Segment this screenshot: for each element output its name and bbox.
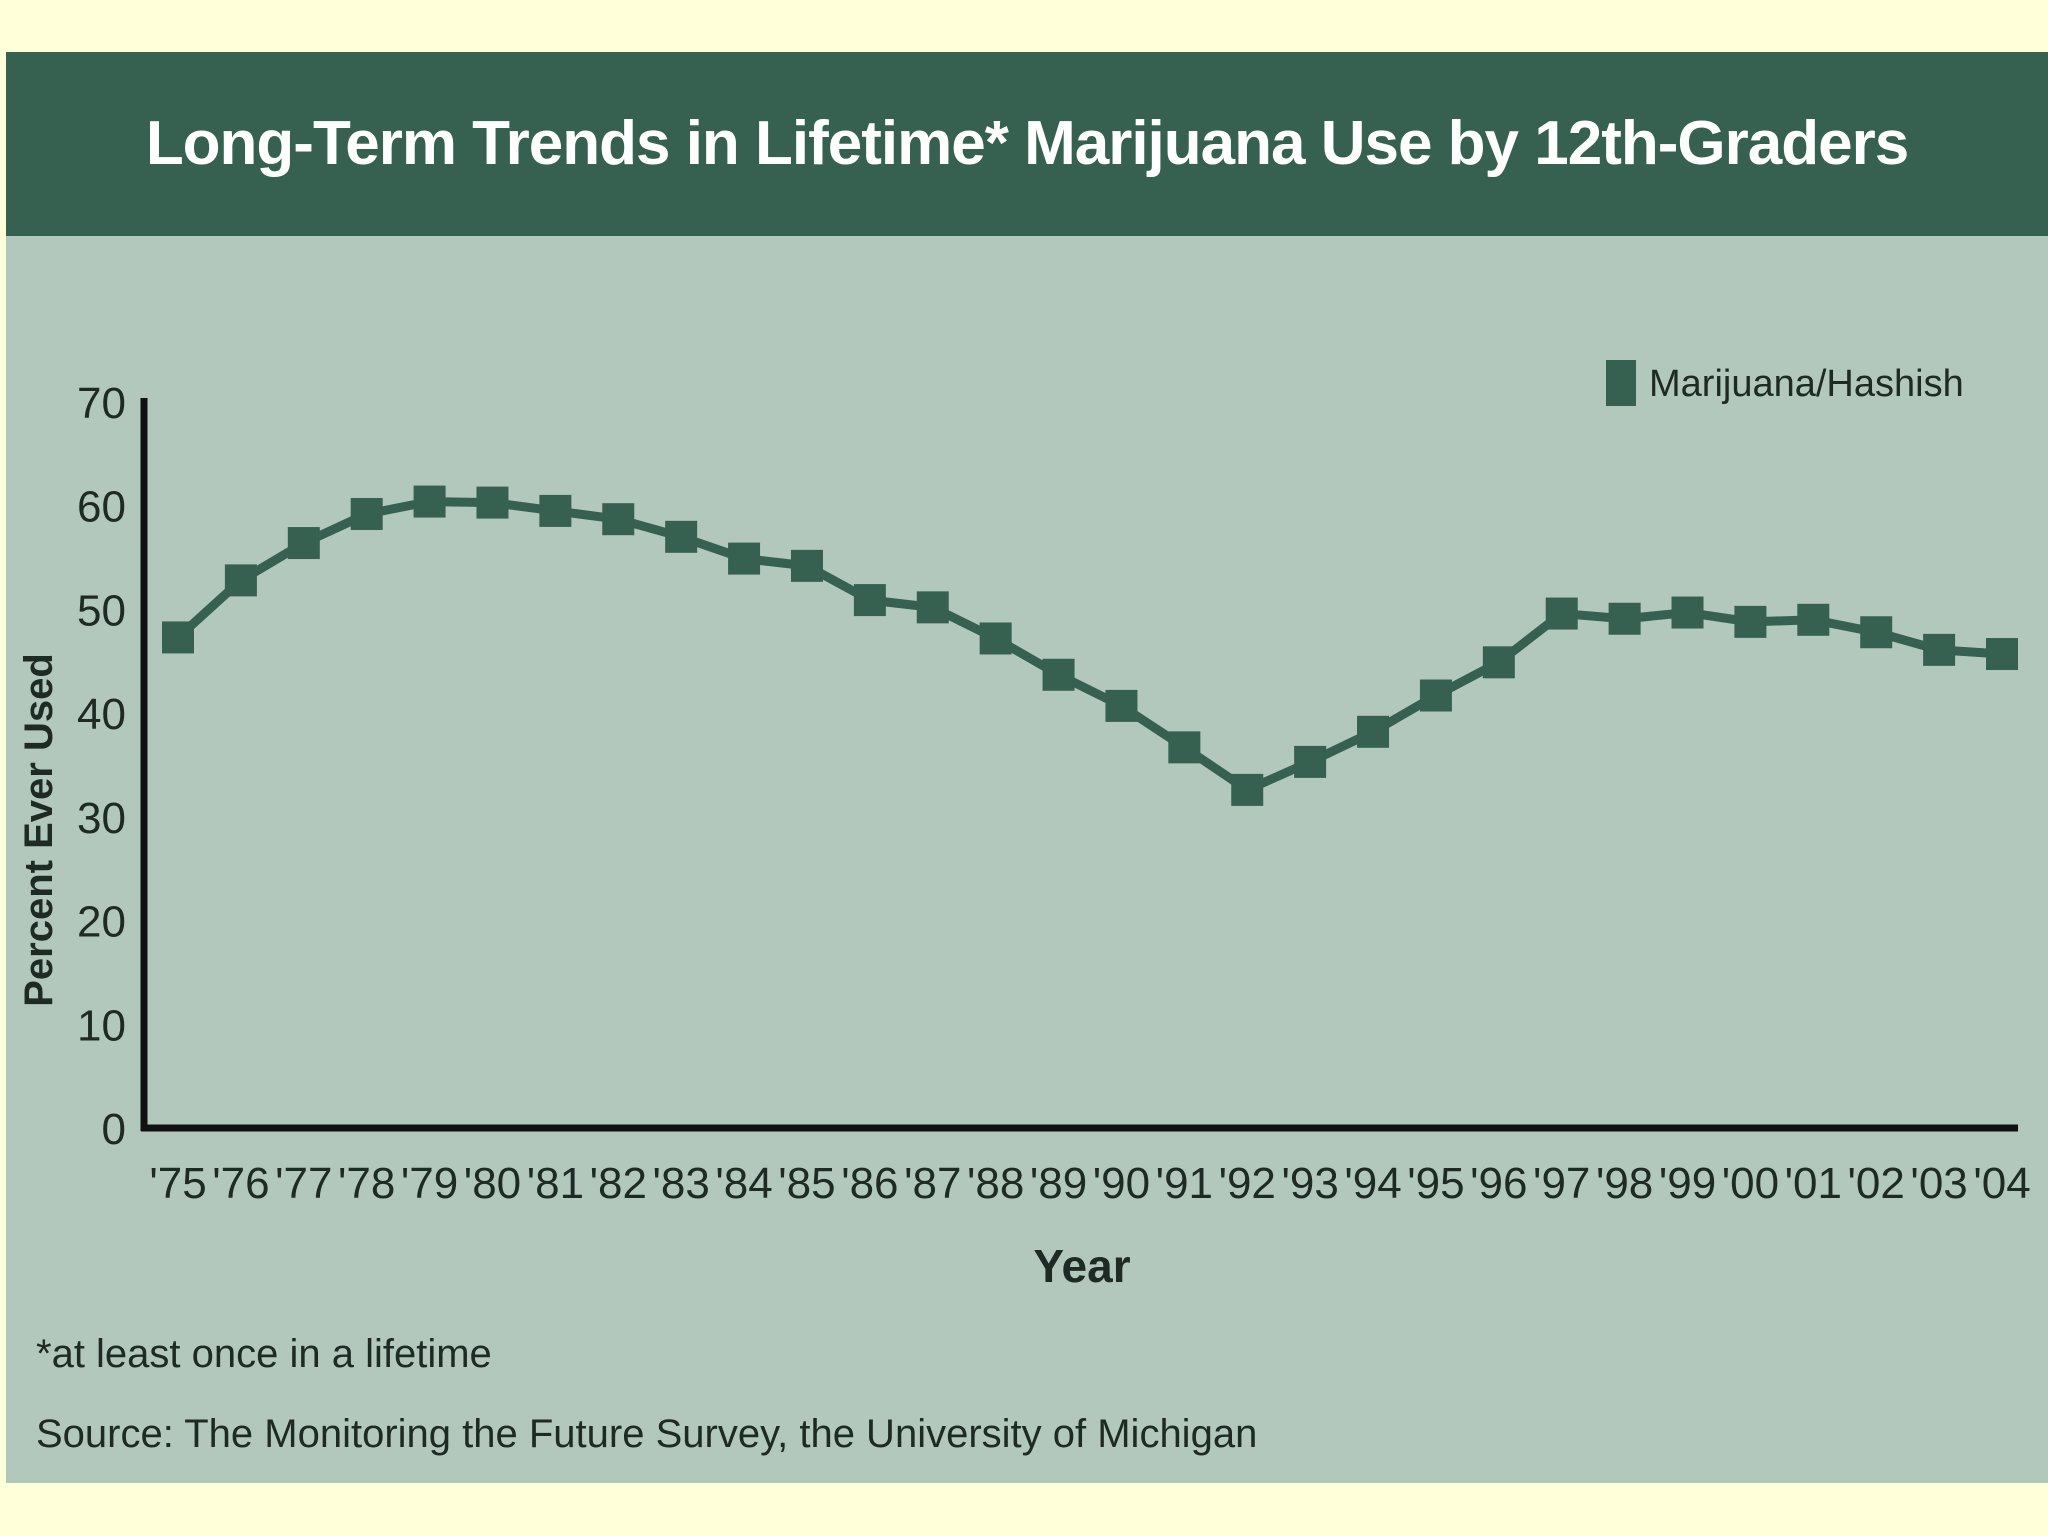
data-point-marker xyxy=(1860,616,1893,649)
x-tick-label: '92 xyxy=(1219,1159,1276,1208)
x-axis-title: Year xyxy=(1033,1240,1130,1292)
chart-figure: Long-Term Trends in Lifetime* Marijuana … xyxy=(6,52,2048,1483)
data-point-marker xyxy=(1482,646,1515,679)
data-point-marker xyxy=(413,485,446,518)
x-tick-label: '86 xyxy=(841,1159,898,1208)
data-point-marker xyxy=(1986,638,2018,671)
y-tick-label: 70 xyxy=(77,379,126,428)
y-tick-label: 50 xyxy=(77,586,126,635)
data-point-marker xyxy=(539,494,572,527)
data-point-marker xyxy=(1545,597,1578,630)
y-tick-label: 10 xyxy=(77,1001,126,1050)
data-point-marker xyxy=(1734,605,1767,638)
title-bar: Long-Term Trends in Lifetime* Marijuana … xyxy=(6,52,2048,236)
x-tick-label: '77 xyxy=(275,1159,332,1208)
x-tick-label: '79 xyxy=(401,1159,458,1208)
data-point-marker xyxy=(979,622,1012,655)
x-tick-label: '90 xyxy=(1093,1159,1150,1208)
y-tick-label: 0 xyxy=(102,1105,126,1154)
legend-swatch xyxy=(1606,360,1636,406)
data-point-marker xyxy=(665,520,698,553)
data-point-marker xyxy=(728,542,761,575)
y-axis-ticks: 0 10 20 30 40 50 60 70 xyxy=(77,379,126,1154)
data-point-marker xyxy=(476,486,509,519)
x-tick-label: '88 xyxy=(967,1159,1024,1208)
x-tick-label: '89 xyxy=(1030,1159,1087,1208)
x-tick-label: '00 xyxy=(1722,1159,1779,1208)
x-tick-label: '95 xyxy=(1407,1159,1464,1208)
x-tick-label: '82 xyxy=(590,1159,647,1208)
x-tick-label: '81 xyxy=(527,1159,584,1208)
data-point-marker xyxy=(1105,689,1138,722)
x-axis-ticks: '75'76'77'78'79'80'81'82'83'84'85'86'87 '… xyxy=(149,1159,2030,1208)
legend: Marijuana/Hashish xyxy=(1606,360,1964,406)
data-point-marker xyxy=(350,498,383,531)
data-point-marker xyxy=(1797,603,1830,636)
data-point-marker xyxy=(162,621,194,654)
x-tick-label: '03 xyxy=(1910,1159,1967,1208)
legend-label-marijuana-hashish: Marijuana/Hashish xyxy=(1649,363,1964,405)
series-line xyxy=(174,497,2003,795)
data-point-marker xyxy=(853,584,886,617)
data-point-marker xyxy=(1168,731,1201,764)
x-tick-label: '87 xyxy=(904,1159,961,1208)
x-tick-label: '93 xyxy=(1281,1159,1338,1208)
chart-title: Long-Term Trends in Lifetime* Marijuana … xyxy=(145,109,1909,178)
y-tick-label: 60 xyxy=(77,483,126,532)
x-tick-label: '98 xyxy=(1596,1159,1653,1208)
x-tick-label: '78 xyxy=(338,1159,395,1208)
line-chart: 0 10 20 30 40 50 60 70 '75'76'77'78'79'80'81'82… xyxy=(17,360,2031,1292)
y-tick-label: 20 xyxy=(77,898,126,947)
x-tick-label: '76 xyxy=(212,1159,269,1208)
data-point-marker xyxy=(1231,773,1264,806)
x-tick-label: '99 xyxy=(1659,1159,1716,1208)
y-axis-title: Percent Ever Used xyxy=(17,653,61,1007)
data-point-marker xyxy=(224,564,257,597)
source-note: Source: The Monitoring the Future Survey… xyxy=(36,1412,1258,1456)
data-point-marker xyxy=(1294,745,1327,778)
data-point-marker xyxy=(790,549,823,582)
x-tick-label: '83 xyxy=(653,1159,710,1208)
data-point-marker xyxy=(602,503,635,536)
data-point-marker xyxy=(1419,679,1452,712)
y-tick-label: 30 xyxy=(77,794,126,843)
y-tick-label: 40 xyxy=(77,690,126,739)
footnote: *at least once in a lifetime xyxy=(36,1332,492,1376)
data-point-marker xyxy=(916,591,949,624)
data-point-marker xyxy=(1608,602,1641,635)
x-tick-label: '91 xyxy=(1156,1159,1213,1208)
data-point-marker xyxy=(1923,633,1956,666)
data-point-marker xyxy=(1357,715,1390,748)
data-point-marker xyxy=(287,527,320,560)
x-tick-label: '75 xyxy=(149,1159,206,1208)
series-layer xyxy=(162,485,2018,806)
x-tick-label: '02 xyxy=(1848,1159,1905,1208)
x-tick-label: '84 xyxy=(715,1159,772,1208)
data-point-marker xyxy=(1671,596,1704,629)
x-tick-label: '97 xyxy=(1533,1159,1590,1208)
x-tick-label: '04 xyxy=(1973,1159,2030,1208)
x-tick-label: '80 xyxy=(464,1159,521,1208)
x-tick-label: '96 xyxy=(1470,1159,1527,1208)
x-tick-label: '94 xyxy=(1344,1159,1401,1208)
x-tick-label: '01 xyxy=(1785,1159,1842,1208)
data-point-marker xyxy=(1042,658,1075,691)
x-tick-label: '85 xyxy=(778,1159,835,1208)
